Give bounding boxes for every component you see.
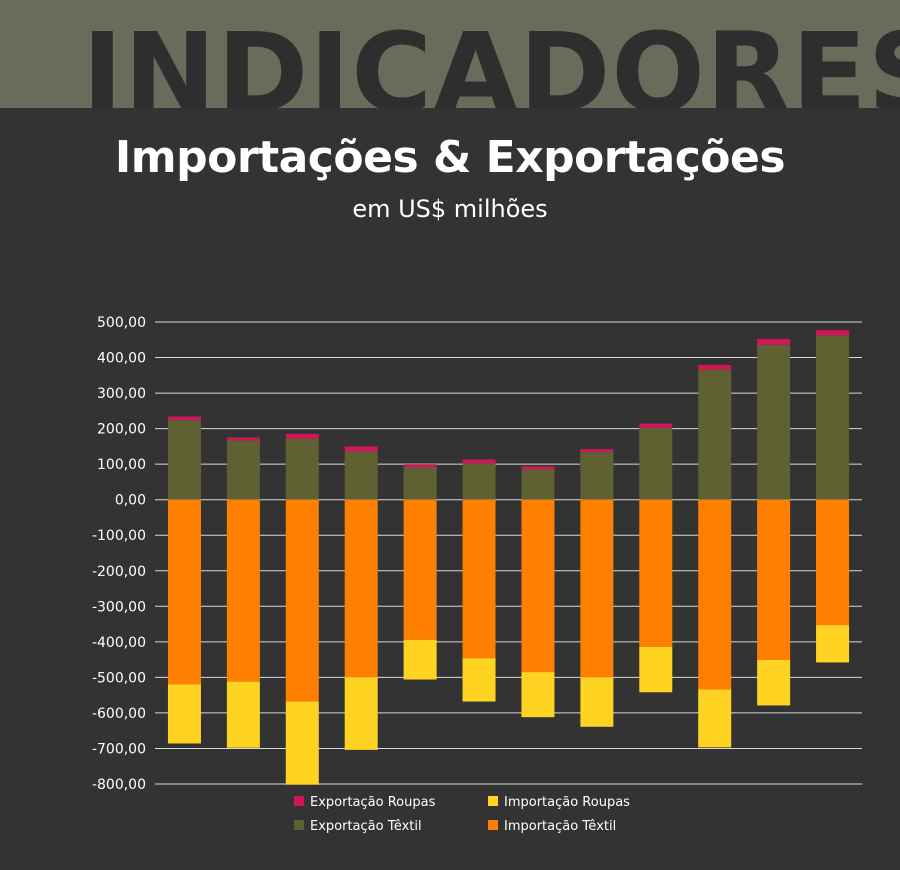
y-tick-label: 400,00: [97, 351, 146, 367]
bar-importacao-textil: [462, 499, 496, 659]
bar-exportacao-textil: [167, 420, 201, 500]
bar-importacao-roupas: [167, 684, 201, 744]
bar-exportacao-textil: [344, 451, 378, 500]
header-band: INDICADORES: [0, 0, 900, 108]
chart-subtitle: em US$ milhões: [352, 195, 548, 223]
y-tick-label: -500,00: [92, 670, 146, 686]
bar-importacao-roupas: [580, 677, 614, 727]
legend-label: Exportação Têxtil: [310, 819, 422, 834]
bar-importacao-roupas: [521, 672, 555, 718]
bar-exportacao-textil: [580, 452, 614, 500]
bar-exportacao-roupas: [462, 459, 496, 464]
bar-exportacao-roupas: [344, 446, 378, 452]
bar-exportacao-textil: [698, 369, 732, 500]
bar-exportacao-textil: [285, 438, 319, 500]
legend-label: Exportação Roupas: [310, 795, 436, 810]
bar-importacao-textil: [816, 499, 850, 626]
y-tick-label: -400,00: [92, 635, 146, 651]
bar-exportacao-roupas: [226, 437, 260, 441]
legend-label: Importação Roupas: [504, 795, 630, 810]
bar-exportacao-textil: [403, 466, 437, 500]
bar-exportacao-roupas: [698, 365, 732, 370]
bar-importacao-textil: [344, 499, 378, 678]
y-tick-label: -200,00: [92, 564, 146, 580]
bar-importacao-roupas: [698, 689, 732, 748]
bar-importacao-textil: [698, 499, 732, 690]
bar-importacao-roupas: [639, 646, 673, 693]
bar-exportacao-textil: [757, 344, 791, 500]
header-word: INDICADORES: [82, 9, 900, 108]
bar-exportacao-roupas: [639, 423, 673, 428]
bar-exportacao-roupas: [816, 330, 850, 336]
y-tick-label: 0,00: [115, 493, 146, 509]
bar-exportacao-textil: [226, 440, 260, 500]
bar-exportacao-textil: [639, 427, 673, 500]
bar-exportacao-textil: [462, 463, 496, 500]
y-tick-label: -100,00: [92, 528, 146, 544]
legend-swatch: [294, 820, 304, 830]
bar-importacao-textil: [403, 499, 437, 640]
bar-importacao-roupas: [226, 681, 260, 748]
bar-importacao-textil: [757, 499, 791, 660]
bar-importacao-roupas: [757, 659, 791, 706]
y-tick-label: 300,00: [97, 386, 146, 402]
legend-swatch: [488, 796, 498, 806]
y-tick-label: 100,00: [97, 457, 146, 473]
y-tick-label: 500,00: [97, 315, 146, 331]
bar-exportacao-roupas: [167, 416, 201, 421]
bar-importacao-textil: [167, 499, 201, 685]
bar-importacao-textil: [580, 499, 614, 678]
bar-importacao-textil: [521, 499, 555, 673]
y-tick-label: -300,00: [92, 599, 146, 615]
bar-importacao-textil: [285, 499, 319, 702]
chart-title: Importações & Exportações: [114, 132, 786, 183]
bar-importacao-roupas: [344, 677, 378, 750]
bar-exportacao-textil: [816, 335, 850, 500]
bar-exportacao-textil: [521, 469, 555, 500]
bar-importacao-roupas: [285, 701, 319, 785]
bar-importacao-roupas: [403, 639, 437, 680]
bar-exportacao-roupas: [285, 433, 319, 439]
y-tick-label: 200,00: [97, 422, 146, 438]
bar-exportacao-roupas: [403, 464, 437, 467]
y-tick-label: -700,00: [92, 741, 146, 757]
bar-exportacao-roupas: [580, 449, 614, 453]
bar-importacao-roupas: [462, 658, 496, 702]
bar-importacao-roupas: [816, 625, 850, 663]
bar-importacao-textil: [226, 499, 260, 682]
y-tick-label: -800,00: [92, 777, 146, 793]
bar-importacao-textil: [639, 499, 673, 647]
bar-exportacao-roupas: [521, 466, 555, 470]
bar-exportacao-roupas: [757, 339, 791, 345]
y-tick-label: -600,00: [92, 706, 146, 722]
legend-label: Importação Têxtil: [504, 819, 616, 834]
legend-swatch: [488, 820, 498, 830]
legend-swatch: [294, 796, 304, 806]
